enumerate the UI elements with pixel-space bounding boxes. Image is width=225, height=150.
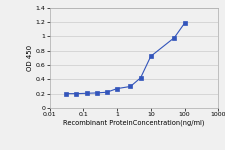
- Y-axis label: OD 450: OD 450: [27, 45, 33, 71]
- X-axis label: Recombinant ProteinConcentration(ng/ml): Recombinant ProteinConcentration(ng/ml): [63, 120, 205, 126]
